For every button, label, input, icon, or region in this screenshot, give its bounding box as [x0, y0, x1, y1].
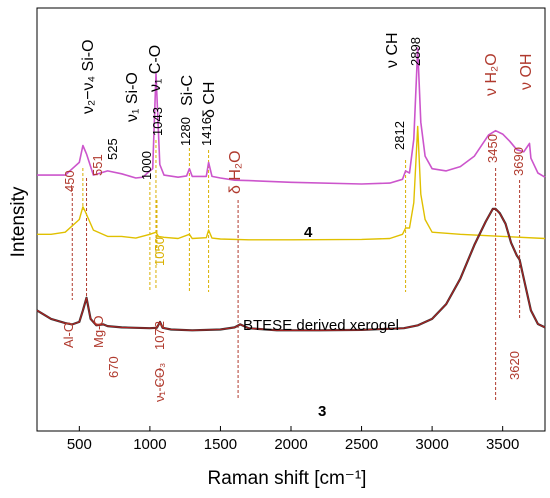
ann-delta-ch: δ CH	[201, 82, 218, 118]
ann-nu-ch: ν CH	[384, 32, 401, 68]
x-tick-label: 1000	[133, 436, 166, 453]
x-tick-label: 1500	[204, 436, 237, 453]
ann-3690: 3690	[511, 147, 526, 176]
series-label-4: 4	[304, 224, 313, 241]
ann-al-o: Al-O	[61, 322, 76, 348]
x-tick-label: 2500	[345, 436, 378, 453]
ann-v1-si-o: ν₁ Si-O	[124, 72, 141, 122]
x-tick-label: 3500	[486, 436, 519, 453]
ann-1000: 1000	[139, 151, 154, 180]
x-axis-title: Raman shift [cm⁻¹]	[208, 468, 367, 489]
ann-v2-v4-si-o: ν₂−ν₄ Si-O	[80, 39, 97, 114]
series-label-3: 3	[318, 403, 326, 420]
ann-si-c: Si-C	[179, 75, 196, 106]
ann-1416: 1416	[199, 117, 214, 146]
ann-3620: 3620	[507, 351, 522, 380]
ann-450: 450	[62, 170, 77, 192]
x-tick-label: 500	[67, 436, 92, 453]
ann-mg-o: Mg-O	[91, 316, 106, 349]
guide-lines	[71, 140, 521, 400]
y-axis-title: Intensity	[8, 186, 29, 257]
ann-nu-h2o: ν H₂O	[483, 53, 500, 96]
ann-1280: 1280	[178, 117, 193, 146]
series-line-3-overlay	[36, 208, 546, 331]
ann-670: 670	[106, 356, 121, 378]
ann-2812: 2812	[392, 121, 407, 150]
ann-nu-oh: ν OH	[518, 54, 535, 90]
series-layer	[36, 47, 546, 332]
ann-1050-yellow: 1050	[152, 237, 167, 266]
ann-1043: 1043	[150, 107, 165, 136]
ann-v1-c-o: ν₁ C-O	[147, 45, 164, 92]
ann-525: 525	[105, 138, 120, 160]
x-axis-ticks: 500 1000 1500 2000 2500 3000 3500	[67, 426, 519, 453]
middle-label: BTESE derived xerogel	[243, 317, 399, 334]
ann-2898: 2898	[408, 37, 423, 66]
ann-1072: 1072	[152, 321, 167, 350]
x-tick-label: 3000	[415, 436, 448, 453]
ann-3450: 3450	[485, 134, 500, 163]
x-tick-label: 2000	[274, 436, 307, 453]
ann-delta-h2o: δ H₂O	[227, 150, 244, 194]
series-line-3	[36, 207, 546, 332]
series-line-1	[37, 47, 546, 185]
ann-551: 551	[90, 154, 105, 176]
ann-nu1-co3: ν₁ CO₃	[152, 363, 167, 402]
series-line-2	[37, 125, 546, 241]
